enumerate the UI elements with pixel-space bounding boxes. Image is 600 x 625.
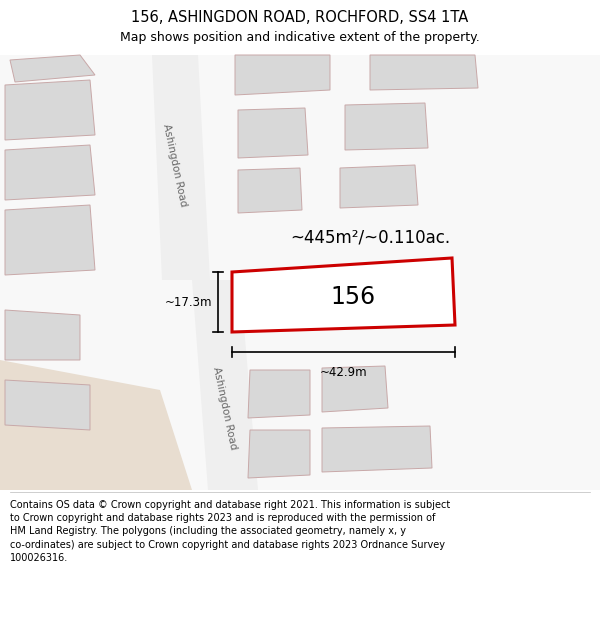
Polygon shape (248, 430, 310, 478)
Polygon shape (152, 55, 210, 280)
Polygon shape (5, 80, 95, 140)
Polygon shape (5, 310, 80, 360)
Polygon shape (5, 145, 95, 200)
Polygon shape (235, 55, 330, 95)
Polygon shape (5, 205, 95, 275)
Text: ~445m²/~0.110ac.: ~445m²/~0.110ac. (290, 229, 450, 247)
Polygon shape (322, 426, 432, 472)
Polygon shape (192, 280, 258, 490)
Text: ~42.9m: ~42.9m (320, 366, 367, 379)
Text: ~17.3m: ~17.3m (164, 296, 212, 309)
Text: Ashingdon Road: Ashingdon Road (161, 122, 188, 208)
Polygon shape (248, 370, 310, 418)
Polygon shape (10, 55, 95, 82)
Text: 156: 156 (330, 285, 376, 309)
Text: Ashingdon Road: Ashingdon Road (211, 366, 239, 450)
Text: 156, ASHINGDON ROAD, ROCHFORD, SS4 1TA: 156, ASHINGDON ROAD, ROCHFORD, SS4 1TA (131, 11, 469, 26)
Bar (0, 55, 600, 490)
Polygon shape (370, 55, 478, 90)
Polygon shape (238, 108, 308, 158)
Polygon shape (345, 103, 428, 150)
Polygon shape (5, 380, 90, 430)
Polygon shape (322, 366, 388, 412)
Text: Contains OS data © Crown copyright and database right 2021. This information is : Contains OS data © Crown copyright and d… (10, 500, 450, 562)
Polygon shape (238, 168, 302, 213)
Polygon shape (0, 360, 192, 490)
Text: Map shows position and indicative extent of the property.: Map shows position and indicative extent… (120, 31, 480, 44)
Polygon shape (340, 165, 418, 208)
Polygon shape (232, 258, 455, 332)
